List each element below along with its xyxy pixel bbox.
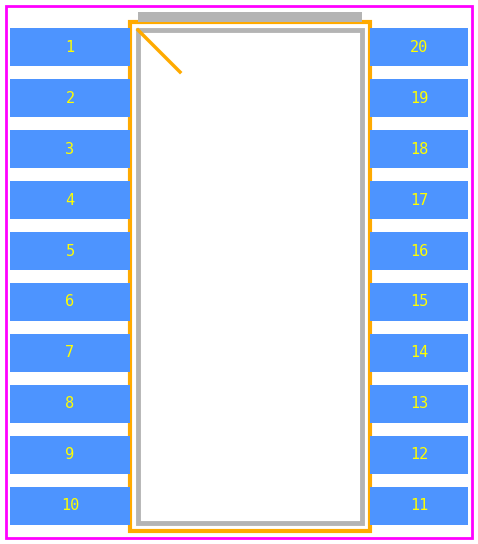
Bar bbox=[370, 232, 468, 270]
Bar bbox=[370, 79, 468, 118]
Text: 16: 16 bbox=[410, 244, 428, 258]
Bar bbox=[370, 181, 468, 219]
Bar bbox=[370, 334, 468, 372]
Text: 18: 18 bbox=[410, 142, 428, 157]
Bar bbox=[138, 12, 362, 22]
Bar bbox=[10, 436, 130, 474]
Text: 20: 20 bbox=[410, 40, 428, 55]
Text: 11: 11 bbox=[410, 498, 428, 513]
Bar bbox=[370, 130, 468, 168]
Bar bbox=[10, 79, 130, 118]
Text: 15: 15 bbox=[410, 294, 428, 310]
Text: 19: 19 bbox=[410, 91, 428, 106]
Text: 3: 3 bbox=[65, 142, 75, 157]
Text: 7: 7 bbox=[65, 345, 75, 360]
Bar bbox=[10, 334, 130, 372]
Text: 9: 9 bbox=[65, 447, 75, 462]
Bar bbox=[10, 28, 130, 66]
Bar bbox=[370, 486, 468, 524]
Bar bbox=[10, 181, 130, 219]
Text: 8: 8 bbox=[65, 396, 75, 411]
Bar bbox=[138, 30, 362, 523]
Text: 5: 5 bbox=[65, 244, 75, 258]
Bar bbox=[10, 283, 130, 321]
Text: 13: 13 bbox=[410, 396, 428, 411]
Bar bbox=[370, 436, 468, 474]
Text: 4: 4 bbox=[65, 193, 75, 208]
Text: 14: 14 bbox=[410, 345, 428, 360]
Bar bbox=[10, 385, 130, 423]
Bar bbox=[370, 385, 468, 423]
Bar bbox=[10, 232, 130, 270]
Text: 17: 17 bbox=[410, 193, 428, 208]
Bar bbox=[10, 130, 130, 168]
Bar bbox=[370, 28, 468, 66]
Bar bbox=[130, 22, 370, 531]
Text: 1: 1 bbox=[65, 40, 75, 55]
Text: 2: 2 bbox=[65, 91, 75, 106]
Text: 6: 6 bbox=[65, 294, 75, 310]
Text: 12: 12 bbox=[410, 447, 428, 462]
Bar bbox=[370, 283, 468, 321]
Bar bbox=[10, 486, 130, 524]
Text: 10: 10 bbox=[61, 498, 79, 513]
